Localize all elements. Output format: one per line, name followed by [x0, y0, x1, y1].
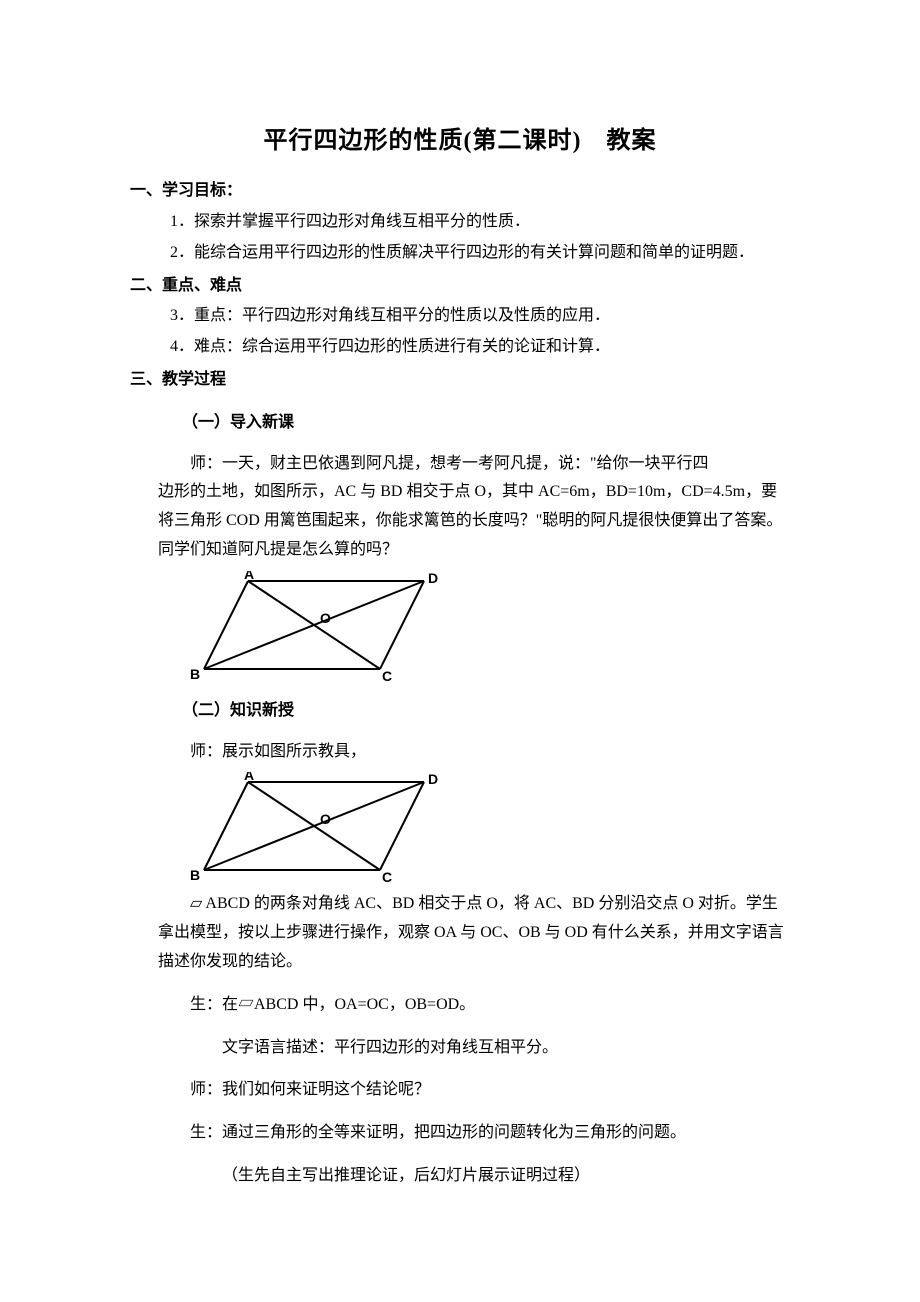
svg-text:A: A — [244, 772, 254, 783]
svg-text:O: O — [320, 610, 331, 626]
parallelogram-figure-1: A D B C O — [130, 571, 790, 683]
keypoint-2: 4．难点：综合运用平行四边形的性质进行有关的论证和计算． — [130, 333, 790, 362]
subsection-1: （一）导入新课 — [130, 409, 790, 438]
section-3-heading: 三、教学过程 — [130, 366, 790, 395]
student-answer-1: 生：在▱ABCD 中，OA=OC，OB=OD。 — [130, 991, 790, 1020]
student-answer-2: 生：通过三角形的全等来证明，把四边形的问题转化为三角形的问题。 — [130, 1119, 790, 1148]
text-description: 文字语言描述：平行四边形的对角线互相平分。 — [130, 1034, 790, 1063]
teacher-question: 师：我们如何来证明这个结论呢？ — [130, 1076, 790, 1105]
section-2-heading: 二、重点、难点 — [130, 272, 790, 301]
objective-1: 1．探索并掌握平行四边形对角线互相平分的性质． — [130, 208, 790, 237]
svg-text:B: B — [190, 867, 200, 883]
svg-text:C: C — [382, 668, 392, 683]
svg-text:D: D — [428, 571, 438, 586]
note-proof: （生先自主写出推理论证，后幻灯片展示证明过程） — [130, 1162, 790, 1191]
parallelogram-figure-2: A D B C O — [130, 772, 790, 884]
subsection-2: （二）知识新授 — [130, 697, 790, 726]
keypoint-1: 3．重点：平行四边形对角线互相平分的性质以及性质的应用． — [130, 302, 790, 331]
paragraph-fold: ▱ ABCD 的两条对角线 AC、BD 相交于点 O，将 AC、BD 分别沿交点… — [130, 890, 790, 976]
section-1-heading: 一、学习目标： — [130, 177, 790, 206]
svg-text:C: C — [382, 869, 392, 884]
teacher-line-1: 师：展示如图所示教具， — [130, 738, 790, 767]
intro-line-1: 师：一天，财主巴依遇到阿凡提，想考一考阿凡提，说："给你一块平行四 — [130, 450, 790, 479]
svg-text:O: O — [320, 811, 331, 827]
svg-text:D: D — [428, 772, 438, 787]
intro-line-2: 边形的土地，如图所示，AC 与 BD 相交于点 O，其中 AC=6m，BD=10… — [130, 478, 790, 564]
svg-text:B: B — [190, 666, 200, 682]
parallelogram-diagram: A D B C O — [190, 772, 440, 884]
document-title: 平行四边形的性质(第二课时) 教案 — [130, 120, 790, 163]
objective-2: 2．能综合运用平行四边形的性质解决平行四边形的有关计算问题和简单的证明题． — [130, 239, 790, 268]
parallelogram-diagram: A D B C O — [190, 571, 440, 683]
svg-text:A: A — [244, 571, 254, 582]
